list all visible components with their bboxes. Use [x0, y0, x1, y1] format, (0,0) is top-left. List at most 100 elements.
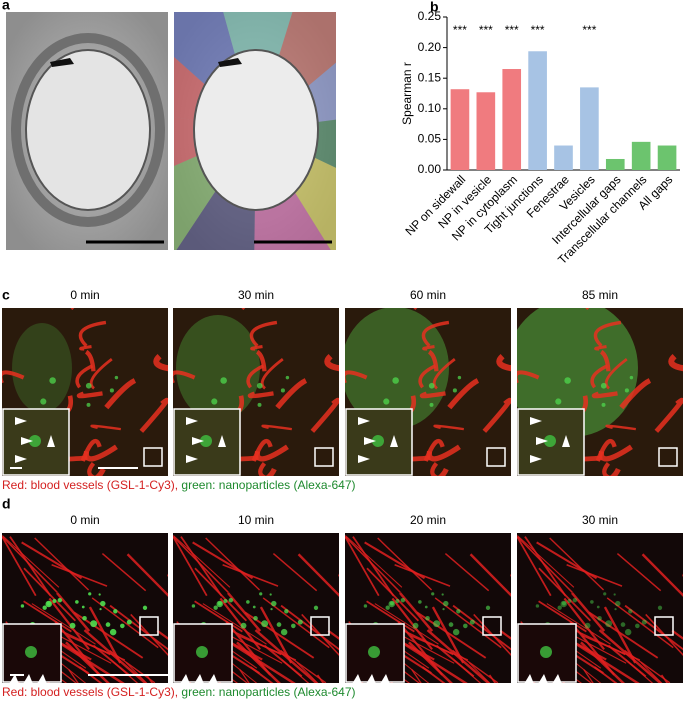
vessel [426, 444, 461, 462]
particle [261, 620, 269, 628]
vessel [624, 604, 683, 651]
vessel [482, 397, 511, 433]
vessel [609, 467, 621, 476]
particle [535, 604, 540, 608]
vessel [75, 364, 94, 389]
vessel [79, 344, 92, 351]
vessel [280, 604, 339, 651]
vessel [605, 424, 636, 431]
vessel [261, 424, 292, 431]
vessel [310, 397, 339, 433]
vessel [660, 674, 669, 683]
bar [476, 92, 496, 170]
vessel [249, 320, 278, 348]
vessel [68, 669, 79, 683]
nanoparticle-cloud [12, 323, 72, 413]
particle [126, 619, 132, 625]
particle [557, 605, 562, 610]
particle [615, 600, 621, 607]
vessel [453, 659, 482, 683]
caption-red: Red: blood vessels (GSL-1-Cy3), [2, 685, 178, 699]
vessel [296, 662, 319, 683]
vessel [61, 643, 125, 683]
particle [291, 623, 296, 629]
vessel [364, 541, 426, 580]
roi-box [143, 447, 163, 467]
vessel [422, 344, 435, 351]
y-tick-label: 0.10 [418, 101, 442, 115]
particle [441, 593, 444, 596]
particle [98, 593, 101, 596]
vessel [272, 552, 318, 592]
particle [456, 609, 461, 614]
vessel [517, 370, 540, 384]
time-label: 0 min [70, 288, 99, 302]
particle [429, 402, 434, 407]
vessel [563, 597, 605, 651]
particle [218, 58, 242, 67]
particle [418, 600, 422, 604]
vessel [2, 370, 25, 384]
vessel [202, 603, 267, 645]
particle [613, 593, 616, 596]
particle [99, 608, 102, 611]
vessel [232, 643, 296, 683]
vessel [549, 537, 605, 591]
vessel [205, 537, 261, 591]
vessel [54, 620, 100, 676]
particle [85, 382, 92, 389]
arrowhead [186, 417, 198, 425]
arrowhead [15, 455, 27, 463]
em-image-segmented [174, 12, 336, 250]
nanoparticle-cloud [176, 315, 260, 421]
vessel [447, 378, 480, 410]
particle [614, 608, 617, 611]
vessel [394, 564, 451, 587]
particle [620, 622, 626, 627]
particle [463, 623, 468, 629]
particle [485, 605, 491, 610]
particle [600, 382, 607, 389]
particle [114, 375, 119, 380]
vessel [517, 536, 552, 597]
particle [269, 593, 272, 596]
roi-box [314, 447, 334, 467]
arrowhead [37, 674, 47, 683]
vessel [265, 467, 277, 476]
particle [252, 605, 256, 609]
vessel [583, 669, 594, 683]
particle [45, 600, 52, 608]
vessel [173, 536, 208, 597]
y-tick-label: 0.15 [418, 70, 442, 84]
vessel [619, 378, 652, 410]
vessel [374, 603, 439, 645]
vessel [194, 600, 243, 633]
vessel [345, 536, 380, 597]
particle [469, 619, 475, 625]
vessel [87, 462, 96, 476]
particle [313, 605, 319, 610]
y-axis-label: Spearman r [400, 62, 414, 125]
vessel [255, 349, 267, 372]
vessel [421, 666, 446, 683]
roi-box [658, 447, 678, 467]
particle [69, 622, 76, 629]
vessel [366, 600, 415, 633]
vessel [602, 462, 611, 476]
arrowhead [9, 674, 19, 683]
particle [90, 620, 98, 628]
inset-particles [196, 646, 208, 658]
particle [49, 377, 56, 384]
vessel [94, 467, 106, 476]
particle [388, 600, 395, 608]
particle [635, 623, 640, 629]
particle [590, 600, 594, 604]
vessel [258, 462, 267, 476]
vessel [83, 444, 118, 462]
time-label: 10 min [238, 513, 274, 527]
vessel [546, 603, 611, 645]
significance: *** [505, 23, 519, 37]
particle [100, 600, 106, 607]
vessel [421, 320, 450, 348]
arrowhead [530, 417, 542, 425]
